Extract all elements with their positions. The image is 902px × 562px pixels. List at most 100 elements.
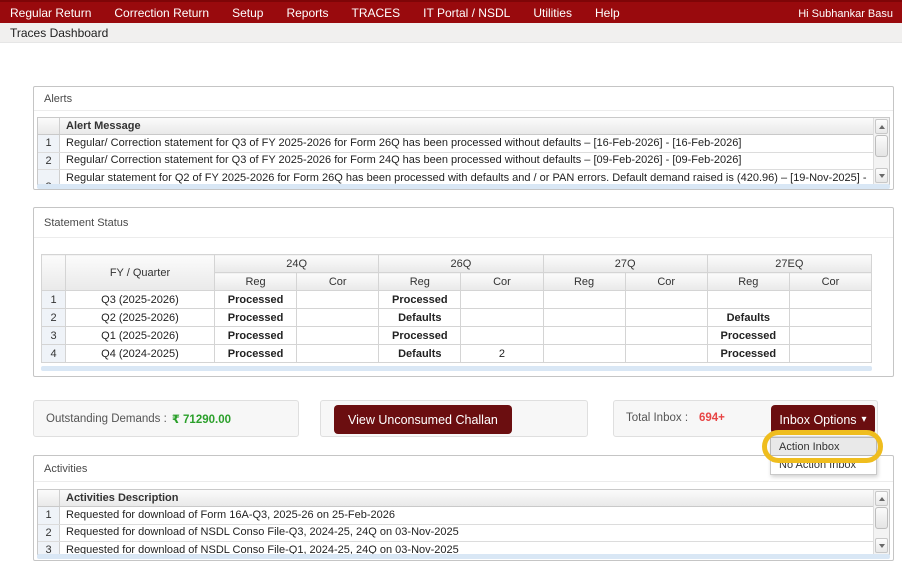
menu-traces[interactable]: TRACES <box>351 5 401 20</box>
outstanding-demands-box: Outstanding Demands : ₹ 71290.00 <box>33 400 299 437</box>
stmt-form-26q-header: 26Q <box>378 254 544 273</box>
alert-row: 2 Regular/ Correction statement for Q3 o… <box>38 152 873 170</box>
menu-reports[interactable]: Reports <box>286 5 329 20</box>
activities-description-column-header: Activities Description <box>66 491 179 504</box>
breadcrumb: Traces Dashboard <box>10 25 109 40</box>
menu-help[interactable]: Help <box>594 5 620 20</box>
triangle-up-icon <box>878 496 885 501</box>
outstanding-demands-amount: ₹ 71290.00 <box>171 413 231 426</box>
dropdown-item-action-inbox[interactable]: Action Inbox <box>770 437 877 456</box>
stmt-status-cell: Defaults <box>378 344 462 363</box>
dropdown-item-no-action-inbox[interactable]: No Action Inbox <box>770 456 877 475</box>
menu-regular-return[interactable]: Regular Return <box>10 5 92 20</box>
scroll-up-button[interactable] <box>875 491 888 506</box>
menu-it-portal-nsdl[interactable]: IT Portal / NSDL <box>423 5 511 20</box>
stmt-status-cell: Processed <box>213 290 298 309</box>
stmt-status-cell <box>542 344 626 363</box>
menu-correction-return[interactable]: Correction Return <box>114 5 210 20</box>
inbox-box: Total Inbox : 694+ Inbox Options ▾ <box>613 400 878 437</box>
menu-utilities[interactable]: Utilities <box>533 5 572 20</box>
total-inbox-label: Total Inbox : <box>626 412 689 424</box>
stmt-status-cell: Processed <box>378 290 462 309</box>
stmt-status-cell <box>542 326 626 345</box>
menu-setup[interactable]: Setup <box>232 5 264 20</box>
activity-row: 3 Requested for download of NSDL Conso F… <box>38 542 873 555</box>
scrollbar-thumb[interactable] <box>875 135 888 157</box>
activity-row-description: Requested for download of NSDL Conso Fil… <box>66 543 459 555</box>
stmt-quarter-cell: Q4 (2024-2025) <box>65 344 215 363</box>
alert-row: 3 Regular statement for Q2 of FY 2025-20… <box>38 170 873 184</box>
stmt-status-cell <box>624 290 708 309</box>
challan-box: View Unconsumed Challan <box>320 400 588 437</box>
activities-table: Activities Description 1 Requested for d… <box>37 489 890 555</box>
alerts-vertical-scrollbar[interactable] <box>873 118 889 184</box>
stmt-status-cell: Processed <box>213 326 298 345</box>
activity-row: 2 Requested for download of NSDL Conso F… <box>38 524 873 542</box>
statement-row: 2 Q2 (2025-2026) Processed Defaults Defa… <box>41 308 873 327</box>
stmt-form-24q-header: 24Q <box>213 254 380 273</box>
inbox-options-label: Inbox Options <box>779 412 857 427</box>
stmt-status-cell <box>460 308 544 327</box>
activity-row-description: Requested for download of NSDL Conso Fil… <box>66 526 459 539</box>
statement-row: 1 Q3 (2025-2026) Processed Processed <box>41 290 873 309</box>
stmt-cor-header: Cor <box>460 272 544 291</box>
stmt-status-cell: 2 <box>460 344 544 363</box>
stmt-status-cell <box>460 326 544 345</box>
triangle-down-icon <box>878 543 885 548</box>
scroll-up-button[interactable] <box>875 119 888 134</box>
stmt-cor-header: Cor <box>788 272 873 291</box>
statement-row: 4 Q4 (2024-2025) Processed Defaults 2 Pr… <box>41 344 873 363</box>
alerts-message-column-header: Alert Message <box>66 119 141 132</box>
scroll-down-button[interactable] <box>875 538 888 553</box>
activity-row-number: 3 <box>38 542 60 554</box>
alerts-horizontal-scrollbar[interactable] <box>37 184 890 189</box>
statement-status-table: FY / Quarter 24Q 26Q 27Q 27EQ Reg Cor Re… <box>41 254 873 363</box>
activities-table-header-row: Activities Description <box>38 490 873 507</box>
stmt-row-number: 3 <box>41 326 66 345</box>
stmt-status-cell <box>296 344 380 363</box>
scroll-down-button[interactable] <box>875 168 888 183</box>
alert-row-number: 3 <box>38 170 60 184</box>
alerts-panel-header: Alerts <box>34 87 893 111</box>
top-menu-bar: Regular Return Correction Return Setup R… <box>0 0 902 23</box>
activities-vertical-scrollbar[interactable] <box>873 490 889 554</box>
stmt-status-cell: Processed <box>213 308 298 327</box>
chevron-down-icon: ▾ <box>861 414 867 425</box>
stmt-status-cell <box>542 308 626 327</box>
stmt-status-cell: Processed <box>378 326 462 345</box>
stmt-reg-header: Reg <box>213 272 298 291</box>
total-inbox-count: 694+ <box>699 412 725 424</box>
activity-row-number: 2 <box>38 524 60 541</box>
inbox-options-dropdown: Action Inbox No Action Inbox <box>770 437 877 475</box>
activities-title: Activities <box>44 462 88 475</box>
activities-horizontal-scrollbar[interactable] <box>37 554 890 559</box>
alerts-table-header-row: Alert Message <box>38 118 873 135</box>
alerts-title: Alerts <box>44 92 73 105</box>
stmt-status-cell <box>296 308 380 327</box>
stmt-form-27q-header: 27Q <box>542 254 708 273</box>
statement-horizontal-scrollbar[interactable] <box>41 366 872 371</box>
inbox-options-button[interactable]: Inbox Options ▾ <box>771 405 875 434</box>
stmt-quarter-cell: Q1 (2025-2026) <box>65 326 215 345</box>
user-greeting: Hi Subhankar Basu <box>798 7 893 20</box>
stmt-status-cell <box>296 290 380 309</box>
stmt-status-cell: Processed <box>706 326 790 345</box>
stmt-status-cell <box>296 326 380 345</box>
activities-panel-header: Activities <box>34 456 893 482</box>
scrollbar-thumb[interactable] <box>875 507 888 529</box>
activities-number-column-header <box>38 490 60 506</box>
alert-row: 1 Regular/ Correction statement for Q3 o… <box>38 135 873 153</box>
stmt-status-cell: Processed <box>706 344 790 363</box>
outstanding-demands-label: Outstanding Demands : <box>46 412 167 425</box>
stmt-status-cell: Defaults <box>378 308 462 327</box>
alerts-panel: Alerts Alert Message 1 Regular/ Correcti… <box>33 86 894 190</box>
alert-row-number: 2 <box>38 152 60 169</box>
view-unconsumed-challan-button[interactable]: View Unconsumed Challan <box>334 405 512 434</box>
alert-row-message: Regular statement for Q2 of FY 2025-2026… <box>66 172 867 184</box>
stmt-status-cell <box>706 290 790 309</box>
stmt-reg-header: Reg <box>542 272 626 291</box>
stmt-row-number: 2 <box>41 308 66 327</box>
alerts-number-column-header <box>38 118 60 134</box>
stmt-status-cell <box>788 290 873 309</box>
